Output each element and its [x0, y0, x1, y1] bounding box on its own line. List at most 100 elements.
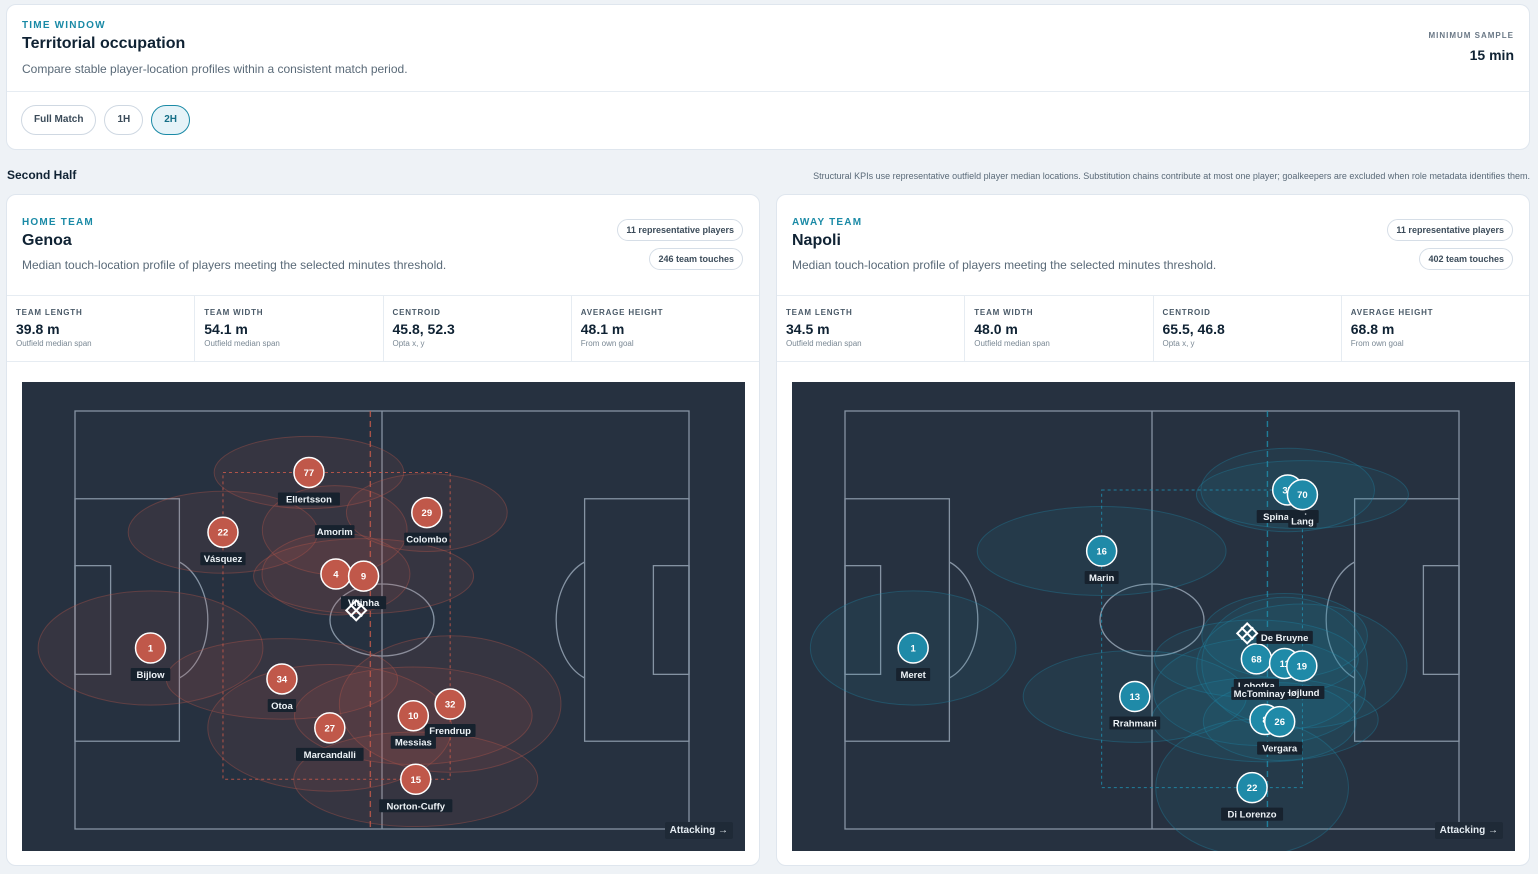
kpi-sub: Outfield median span [974, 339, 1050, 348]
player-name: Norton-Cuffy [386, 801, 445, 812]
player-marker: Amorim [314, 525, 355, 539]
penalty-arc-right [555, 561, 585, 679]
player-number: 13 [1130, 692, 1141, 703]
player-name: Ellertsson [286, 494, 332, 505]
team-description: Median touch-location profile of players… [22, 258, 447, 272]
penalty-arc-left [949, 561, 979, 679]
penalty-arc-right [1325, 561, 1355, 679]
pitch-svg: 77 Ellertsson 22 Vásquez 4 9 Vitinha Amorim 29 Co… [37, 410, 690, 830]
player-name: Rrahmani [1113, 718, 1157, 729]
player-label-bg [1231, 686, 1288, 700]
centre-circle [1099, 583, 1205, 657]
player-name: Vásquez [204, 554, 243, 565]
kpi-team-width: TEAM WIDTH 54.1 m Outfield median span [195, 296, 384, 361]
player-dot [347, 560, 380, 592]
player-name: Colombo [406, 535, 447, 546]
kpi-value: 45.8, 52.3 [392, 321, 455, 337]
player-label-bg [1084, 571, 1119, 585]
player-number: 11 [1280, 659, 1291, 670]
tab-1h[interactable]: 1H [104, 105, 144, 135]
player-number: 22 [218, 528, 229, 539]
player-dot [314, 712, 346, 744]
team-description: Median touch-location profile of players… [792, 258, 1217, 272]
player-number: 22 [1247, 783, 1258, 794]
attacking-direction-label: Attacking → [664, 822, 733, 839]
tab-full-match[interactable]: Full Match [21, 105, 97, 135]
kpi-centroid: CENTROID 65.5, 46.8 Opta x, y [1154, 296, 1342, 361]
player-number: 68 [1251, 654, 1262, 665]
player-name: McTominay [1234, 689, 1286, 700]
player-label-bg [896, 668, 931, 682]
player-number: 34 [277, 674, 288, 685]
time-window-eyebrow: TIME WINDOW [22, 20, 106, 31]
player-name: Messias [395, 738, 432, 749]
player-number: 1 [148, 644, 154, 655]
player-number: 19 [1297, 661, 1308, 672]
centroid-cross [1240, 626, 1254, 641]
kpi-team-length: TEAM LENGTH 39.8 m Outfield median span [7, 296, 196, 361]
player-dot [293, 456, 325, 489]
player-number: 15 [410, 775, 421, 786]
player-dot [134, 632, 167, 664]
team-touches-badge: 402 team touches [1419, 248, 1513, 270]
six-yard-box-left [844, 565, 882, 675]
player-name: Bijlow [137, 670, 166, 681]
player-number: 70 [1297, 490, 1308, 501]
section-title: Second Half [7, 168, 77, 182]
player-name: Meret [900, 670, 926, 681]
player-dot [434, 688, 466, 720]
player-marker: 10 Messias [390, 699, 436, 749]
six-yard-box-right [652, 565, 690, 675]
player-marker: 16 Marin [1084, 535, 1119, 585]
page-description: Compare stable player-location profiles … [22, 62, 408, 76]
player-marker: McTominay [1231, 686, 1288, 700]
minimum-sample-label: MINIMUM SAMPLE [1428, 31, 1514, 40]
section-note: Structural KPIs use representative outfi… [813, 171, 1530, 181]
player-number: 1 [911, 644, 917, 655]
player-label-bg [390, 735, 436, 749]
player-marker: 77 Ellertsson [277, 456, 340, 506]
player-dot [207, 516, 239, 548]
team-name: Napoli [792, 232, 841, 249]
player-dot [897, 632, 929, 664]
player-dot [1085, 535, 1118, 567]
kpi-centroid: CENTROID 45.8, 52.3 Opta x, y [384, 296, 572, 361]
kpi-label: TEAM LENGTH [16, 308, 83, 317]
penalty-area-right [583, 498, 690, 742]
player-number: 29 [422, 508, 433, 519]
tab-2h[interactable]: 2H [151, 105, 191, 135]
player-number: 77 [304, 468, 315, 479]
centroid-cross [349, 603, 363, 618]
player-marker: 19 Højlund [1279, 650, 1325, 699]
player-marker: 22 Vásquez [200, 516, 246, 566]
time-window-card: TIME WINDOW Territorial occupation Compa… [6, 4, 1530, 150]
player-dot [1119, 680, 1151, 713]
six-yard-box-right [1422, 565, 1460, 675]
kpi-label: TEAM WIDTH [204, 308, 264, 317]
player-marker: 32 Frendrup [424, 688, 476, 738]
player-number: 27 [325, 723, 336, 734]
kpi-value: 48.0 m [974, 321, 1018, 337]
player-marker: 22 Di Lorenzo [1221, 771, 1284, 821]
player-dot [400, 763, 432, 796]
representative-players-badge: 11 representative players [617, 219, 743, 241]
player-label-bg [200, 552, 246, 566]
player-name: Spinazzola [1263, 512, 1313, 523]
player-number: 4 [333, 570, 339, 581]
centroid-marker [344, 599, 368, 622]
player-marker: De Bruyne [1256, 630, 1313, 644]
player-dot [1286, 650, 1318, 682]
player-dot [411, 496, 443, 529]
player-dot [1236, 771, 1268, 804]
player-label-bg [314, 525, 355, 539]
player-marker: 29 Colombo [404, 496, 450, 546]
kpi-value: 34.5 m [786, 321, 830, 337]
team-eyebrow: AWAY TEAM [792, 217, 863, 228]
kpi-sub: Opta x, y [1162, 339, 1195, 348]
kpi-average-height: AVERAGE HEIGHT 68.8 m From own goal [1342, 296, 1529, 361]
kpi-label: AVERAGE HEIGHT [1350, 308, 1434, 317]
kpi-value: 39.8 m [16, 321, 60, 337]
kpi-value: 65.5, 46.8 [1162, 321, 1225, 337]
player-number: 26 [1274, 717, 1285, 728]
player-label-bg [267, 698, 297, 712]
